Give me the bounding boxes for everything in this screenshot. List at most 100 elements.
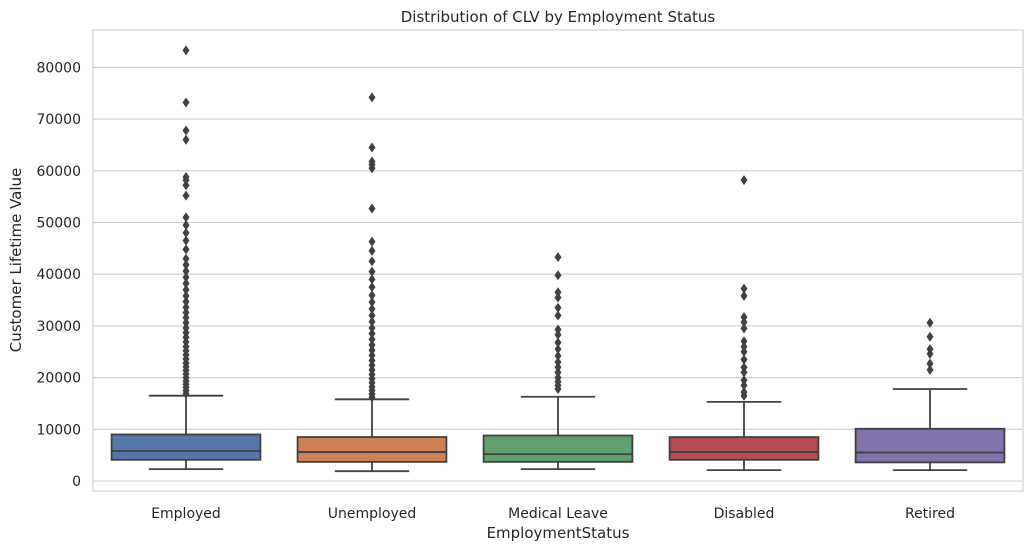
- outlier-point: [554, 357, 562, 368]
- outlier-point: [182, 227, 190, 238]
- outlier-point: [554, 310, 562, 321]
- outlier-point: [740, 362, 748, 373]
- x-tick-label: Employed: [151, 506, 221, 522]
- outlier-point: [182, 302, 190, 313]
- outlier-point: [740, 346, 748, 357]
- outlier-point: [554, 252, 562, 263]
- outlier-point: [368, 266, 376, 277]
- y-tick-label: 40000: [36, 267, 81, 283]
- outlier-point: [554, 302, 562, 313]
- outlier-point: [182, 97, 190, 108]
- outlier-point: [182, 272, 190, 283]
- outlier-point: [368, 156, 376, 167]
- outlier-point: [740, 375, 748, 386]
- outlier-point: [182, 307, 190, 318]
- outlier-point: [740, 290, 748, 301]
- outlier-point: [182, 296, 190, 307]
- iqr-box: [668, 436, 820, 461]
- plot-frame: [92, 29, 1024, 492]
- outlier-point: [554, 292, 562, 303]
- outlier-point: [182, 125, 190, 136]
- y-tick-labels: 0 10000 20000 30000 40000 50000 60000 70000 8000…: [36, 60, 81, 490]
- outlier-point: [554, 344, 562, 355]
- outlier-point: [182, 172, 190, 183]
- chart-title: Distribution of CLV by Employment Status: [401, 8, 716, 26]
- outlier-point: [182, 244, 190, 255]
- outlier-point: [368, 92, 376, 103]
- outlier-point: [554, 270, 562, 281]
- box-unemployed: [296, 92, 448, 473]
- iqr-box: [482, 434, 634, 463]
- y-tick-label: 70000: [36, 112, 81, 128]
- y-tick-label: 10000: [36, 422, 81, 438]
- outlier-point: [368, 310, 376, 321]
- outlier-point: [740, 341, 748, 352]
- outlier-point: [368, 355, 376, 366]
- y-tick-label: 50000: [36, 216, 81, 232]
- outlier-point: [368, 334, 376, 345]
- outlier-point: [554, 337, 562, 348]
- outlier-point: [554, 372, 562, 383]
- box-employed: [110, 45, 262, 471]
- x-axis-label: EmploymentStatus: [487, 524, 630, 542]
- outlier-point: [182, 45, 190, 56]
- outlier-point: [554, 350, 562, 361]
- outlier-point: [740, 317, 748, 328]
- y-tick-label: 0: [72, 474, 81, 490]
- outlier-point: [740, 175, 748, 186]
- iqr-box: [110, 433, 262, 461]
- outlier-point: [182, 278, 190, 289]
- outlier-point: [368, 245, 376, 256]
- outlier-point: [368, 256, 376, 267]
- outlier-point: [182, 259, 190, 270]
- y-tick-label: 30000: [36, 319, 81, 335]
- y-tick-label: 20000: [36, 371, 81, 387]
- outlier-point: [368, 297, 376, 308]
- outlier-point: [182, 253, 190, 264]
- outlier-point: [368, 142, 376, 153]
- x-tick-label: Medical Leave: [508, 506, 608, 522]
- outlier-point: [368, 290, 376, 301]
- outlier-point: [554, 329, 562, 340]
- outlier-point: [740, 323, 748, 334]
- outlier-point: [182, 180, 190, 191]
- x-tick-label: Disabled: [714, 506, 775, 522]
- y-tick-label: 80000: [36, 60, 81, 76]
- box-series: [110, 45, 1006, 473]
- outlier-point: [368, 350, 376, 361]
- outlier-point: [368, 316, 376, 327]
- outlier-point: [368, 328, 376, 339]
- outlier-point: [740, 354, 748, 365]
- outlier-point: [182, 322, 190, 333]
- y-axis-label: Customer Lifetime Value: [7, 168, 25, 353]
- outlier-point: [182, 190, 190, 201]
- outlier-point: [554, 287, 562, 298]
- box-disabled: [668, 175, 820, 472]
- outlier-point: [182, 312, 190, 323]
- outlier-point: [368, 236, 376, 247]
- outlier-point: [740, 336, 748, 347]
- outlier-point: [926, 358, 934, 369]
- box-retired: [854, 317, 1006, 472]
- outlier-point: [182, 266, 190, 277]
- outlier-point: [368, 322, 376, 333]
- outlier-point: [554, 362, 562, 373]
- outlier-point: [926, 331, 934, 342]
- outlier-point: [368, 345, 376, 356]
- y-tick-label: 60000: [36, 164, 81, 180]
- outlier-point: [182, 220, 190, 231]
- iqr-box: [854, 427, 1006, 464]
- outlier-point: [740, 380, 748, 391]
- iqr-box: [296, 436, 448, 463]
- outlier-point: [368, 274, 376, 285]
- x-tick-label: Unemployed: [328, 506, 417, 522]
- outlier-point: [926, 344, 934, 355]
- outlier-point: [368, 340, 376, 351]
- outlier-point: [182, 317, 190, 328]
- outlier-point: [926, 317, 934, 328]
- outlier-point: [926, 364, 934, 375]
- outlier-point: [182, 235, 190, 246]
- outlier-point: [182, 290, 190, 301]
- outlier-point: [740, 312, 748, 323]
